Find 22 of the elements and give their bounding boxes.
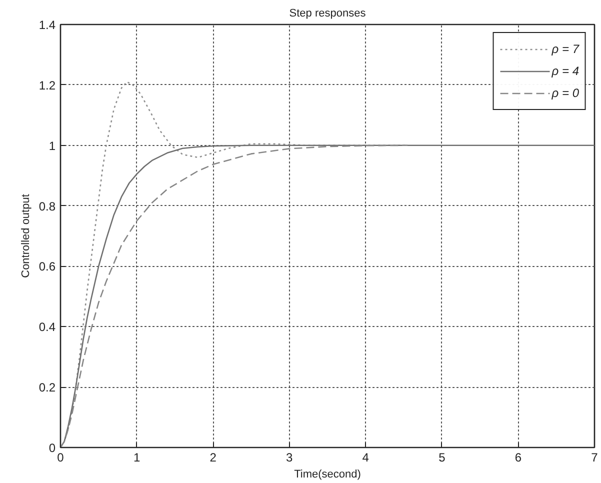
legend-label: ρ = 7	[552, 41, 579, 58]
chart-title: Step responses	[289, 8, 366, 20]
x-tick-label: 6	[514, 450, 522, 464]
y-tick-label: 0	[48, 441, 56, 455]
x-tick-label: 2	[210, 450, 217, 464]
x-axis-title: Time(second)	[294, 468, 361, 480]
y-tick-label: 0.6	[38, 260, 56, 274]
x-tick-label: 5	[438, 450, 446, 464]
x-tick-label: 3	[286, 450, 294, 464]
x-tick-label: 1	[133, 450, 140, 464]
y-tick-label: 0.2	[38, 380, 56, 395]
y-axis-title: Controlled output	[20, 194, 32, 278]
y-tick-label: 0.4	[38, 320, 56, 334]
y-tick-label: 1.4	[38, 18, 56, 32]
y-tick-label: 1	[48, 138, 56, 153]
x-tick-label: 4	[362, 450, 370, 464]
y-tick-label: 0.8	[38, 199, 56, 214]
legend-label: ρ = 0	[552, 85, 579, 102]
legend-label: ρ = 4	[552, 63, 579, 80]
x-tick-label: 0	[57, 450, 64, 464]
x-tick-label: 7	[591, 450, 598, 464]
y-tick-label: 1.2	[38, 78, 56, 92]
